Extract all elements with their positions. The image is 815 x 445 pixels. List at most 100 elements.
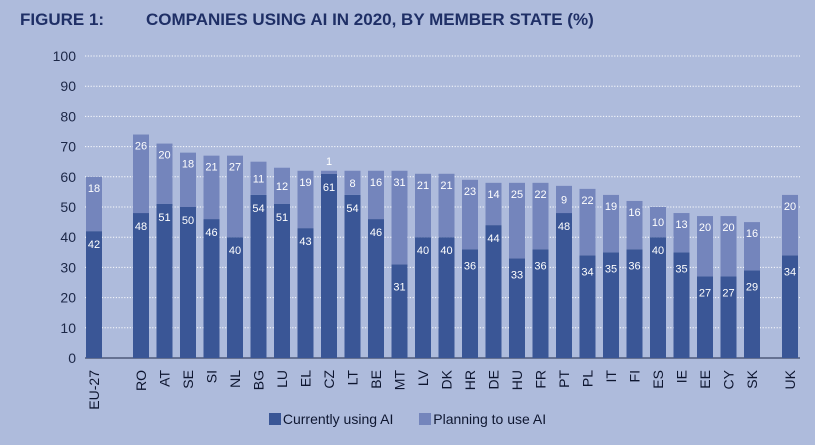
y-tick-label-20: 20 [60,290,76,306]
bar-currently-el [297,228,314,358]
bar-planning-dk [438,173,455,238]
data-label-currently-fi: 36 [628,260,640,272]
data-label-planning-lt: 8 [349,178,355,190]
bar-currently-lu [274,203,290,358]
data-label-planning-at: 20 [158,150,170,162]
data-label-currently-ee: 27 [699,287,711,299]
bar-planning-it [603,194,619,253]
x-tick-label-uk: UK [782,369,798,389]
bar-planning-ie [673,213,690,253]
figure-label: FIGURE 1: [20,10,105,29]
bar-currently-cz [321,173,337,358]
x-tick-label-hu: HU [509,370,525,390]
data-label-planning-de: 14 [487,189,499,201]
y-tick-label-100: 100 [53,48,77,64]
data-label-planning-lv: 21 [417,180,429,192]
x-tick-label-nl: NL [227,370,243,388]
x-tick-label-ie: IE [674,370,690,383]
bar-planning-hu [509,182,525,259]
data-label-currently-hr: 36 [464,260,476,272]
x-tick-label-fr: FR [533,370,549,389]
data-label-currently-be: 46 [370,227,382,239]
title-text: COMPANIES USING AI IN 2020, BY MEMBER ST… [146,10,594,29]
data-label-planning-hu: 25 [511,189,523,201]
x-tick-label-eu-27: EU-27 [86,370,102,410]
bar-planning-ro [133,134,149,214]
data-label-currently-fr: 36 [534,260,546,272]
legend-swatch-currently [268,413,281,425]
x-axis: EU-27 RO AT SE SI NL BG LU EL CZ LT BE MT LV DK HR DE HU F… [86,369,798,409]
bar-planning-lv [415,173,431,238]
data-label-planning-bg: 11 [253,173,264,185]
data-label-currently-cy: 27 [722,287,734,299]
bar-currently-eu-27 [86,231,102,358]
bar-planning-uk [782,194,798,256]
data-label-planning-pl: 22 [581,195,593,207]
bar-currently-si [203,219,220,358]
y-tick-label-80: 80 [60,108,76,124]
data-labels: 42 18 48 26 51 20 50 18 46 21 40 27 54 11 51 12 43 19 61 1 5… [88,141,796,300]
data-label-currently-dk: 40 [440,245,452,257]
bar-currently-uk [782,255,798,358]
x-tick-label-hr: HR [462,370,478,390]
bar-planning-el [297,170,314,229]
data-label-currently-de: 44 [487,233,499,245]
data-label-planning-eu-27: 18 [88,183,100,195]
x-tick-label-ee: EE [697,370,713,389]
x-tick-label-sk: SK [744,369,760,388]
bar-currently-de [485,225,502,358]
bar-currently-bg [250,194,267,358]
data-label-currently-hu: 33 [511,269,523,281]
x-tick-label-lt: LT [345,370,361,386]
data-label-currently-cz: 61 [323,182,335,194]
data-label-currently-uk: 34 [784,266,796,278]
x-tick-label-se: SE [180,370,196,389]
y-tick-label-50: 50 [60,199,76,215]
data-label-planning-pt: 9 [561,194,567,206]
bar-planning-hr [462,179,478,250]
bar-planning-sk [744,222,760,271]
bar-planning-lt [344,170,361,195]
data-label-planning-si: 21 [205,162,217,174]
x-tick-label-cy: CY [721,369,737,389]
bar-currently-hu [509,258,525,358]
y-tick-label-30: 30 [60,259,76,275]
y-tick-label-70: 70 [60,139,76,155]
bar-planning-be [368,170,384,220]
bar-currently-cy [720,276,737,358]
bar-currently-fi [626,249,643,358]
bar-currently-lv [415,237,431,358]
bar-planning-bg [250,161,267,195]
bar-planning-ee [697,216,713,277]
data-label-currently-it: 35 [605,263,617,275]
data-label-planning-uk: 20 [784,201,796,213]
bar-planning-lu [274,167,290,204]
bar-currently-fr [532,249,549,358]
data-label-currently-bg: 54 [252,203,264,215]
x-tick-label-fi: FI [627,370,643,382]
chart-title: FIGURE 1: COMPANIES USING AI IN 2020, BY … [20,10,594,30]
data-label-planning-it: 19 [605,201,617,213]
bars [86,134,798,358]
bar-planning-mt [391,170,408,265]
bar-planning-nl [227,155,243,238]
bar-planning-cy [720,216,737,277]
data-label-planning-sk: 16 [746,228,758,240]
data-label-currently-lu: 51 [276,212,288,224]
y-tick-label-0: 0 [68,350,76,366]
y-axis: 0 10 20 30 40 50 60 70 80 90 100 [53,48,77,366]
x-tick-label-el: EL [298,370,314,387]
bar-currently-sk [744,270,760,358]
data-label-currently-lv: 40 [417,245,429,257]
data-label-currently-at: 51 [158,212,170,224]
x-tick-label-es: ES [650,370,666,389]
bar-planning-pt [556,185,572,214]
data-label-currently-es: 40 [652,245,664,257]
data-label-planning-ie: 13 [675,219,687,231]
x-tick-label-cz: CZ [321,370,337,389]
x-tick-label-at: AT [157,370,173,387]
data-label-planning-es: 10 [652,217,664,229]
data-label-currently-lt: 54 [346,203,358,215]
bar-currently-es [650,237,666,358]
